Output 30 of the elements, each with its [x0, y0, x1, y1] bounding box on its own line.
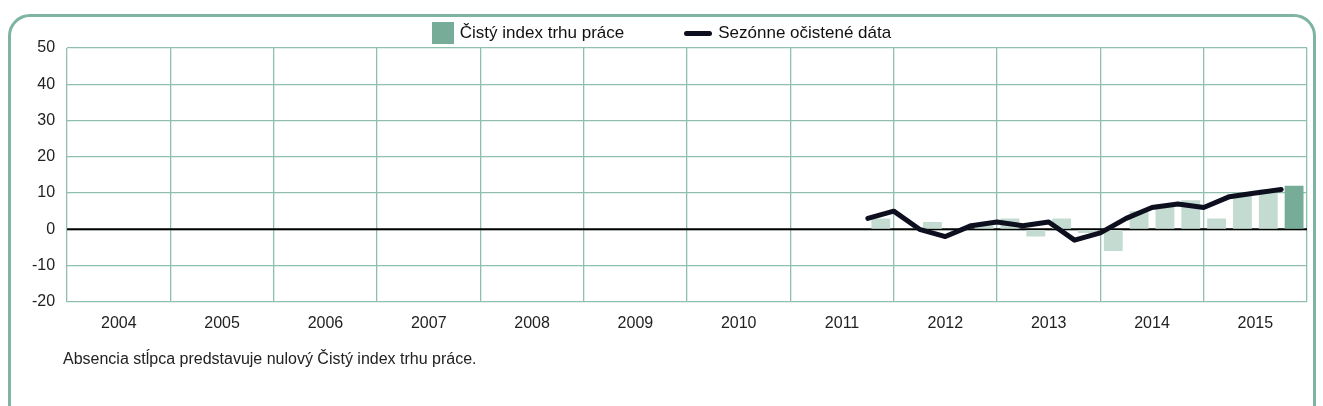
x-tick-label: 2010	[720, 313, 757, 331]
y-tick-label: 30	[37, 110, 56, 128]
x-tick-label: 2009	[617, 313, 654, 331]
y-tick-label: 50	[37, 38, 56, 56]
bar	[1103, 229, 1123, 252]
x-tick-label: 2005	[204, 313, 241, 331]
y-tick-label: 10	[37, 183, 56, 201]
x-tick-label: 2014	[1134, 313, 1170, 331]
bar	[1207, 218, 1227, 229]
y-tick-label: -10	[32, 255, 56, 273]
y-tick-label: -20	[32, 292, 56, 310]
x-tick-label: 2007	[410, 313, 447, 331]
bar	[1078, 229, 1097, 233]
x-tick-label: 2008	[514, 313, 550, 331]
x-tick-label: 2006	[307, 313, 344, 331]
x-tick-label: 2011	[824, 313, 860, 331]
x-tick-label: 2015	[1237, 313, 1274, 331]
x-tick-label: 2004	[100, 313, 137, 331]
y-tick-label: 20	[37, 147, 56, 165]
bar	[923, 222, 942, 229]
bar	[1284, 185, 1304, 229]
x-tick-label: 2013	[1030, 313, 1067, 331]
text: Absencia stĺpca predstavuje nulový Čistý index trhu práce.	[63, 350, 477, 368]
y-tick-label: 40	[37, 74, 56, 92]
legend-label: Čistý index trhu práce	[459, 23, 625, 43]
bar	[871, 218, 891, 229]
legend-label: Sezónne očistené dáta	[718, 23, 892, 43]
x-tick-label: 2012	[927, 313, 964, 331]
y-tick-label: 0	[46, 219, 56, 237]
bar	[1026, 229, 1046, 237]
